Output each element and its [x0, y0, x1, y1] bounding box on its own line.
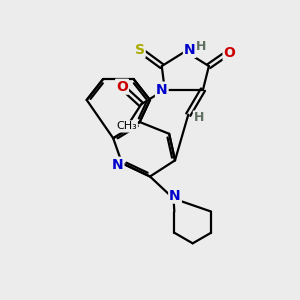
Text: N: N	[156, 82, 168, 97]
Text: H: H	[194, 111, 204, 124]
Text: S: S	[135, 43, 145, 57]
Text: N: N	[112, 158, 123, 172]
Text: O: O	[116, 80, 128, 94]
Text: N: N	[169, 189, 181, 202]
Text: CH₃: CH₃	[116, 122, 137, 131]
Text: H: H	[196, 40, 207, 53]
Text: O: O	[224, 46, 236, 60]
Text: N: N	[184, 43, 196, 57]
